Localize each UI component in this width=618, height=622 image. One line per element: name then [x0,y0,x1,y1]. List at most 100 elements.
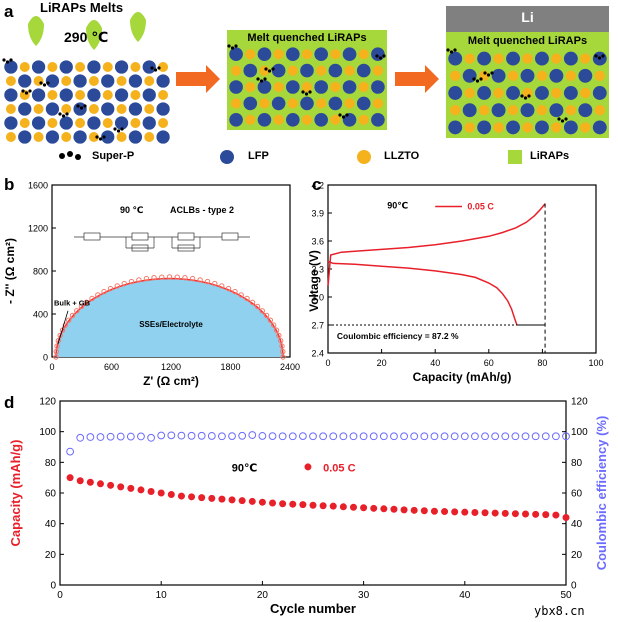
capacity-point [177,492,185,500]
impedance-point [254,303,261,310]
efficiency-point [126,432,135,441]
llzto-particle [580,53,591,64]
super-p-particle [234,44,238,48]
capacity-point [441,508,449,516]
lfp-particle [156,130,170,144]
llzto-particle [33,132,44,142]
x-tick-label: 10 [156,590,168,601]
llzto-particle [5,76,16,86]
impedance-point [197,277,203,283]
super-p-particle [153,68,158,72]
impedance-point [159,274,165,280]
droplet-1 [28,16,44,46]
efficiency-point [501,432,510,441]
right-y-tick-label: 100 [571,427,588,438]
impedance-point [107,285,114,292]
lfp-particle [114,88,129,102]
capacity-point [299,501,307,509]
llzto-particle [47,90,58,100]
super-p-particle [560,119,565,123]
legend-llzto-icon [357,150,371,164]
cycling-chart: 0 10 20 30 40 5002040608010012002040608010012… [8,397,609,617]
impedance-point [89,295,95,302]
lfp-particle [18,74,32,88]
llzto-particle [245,49,256,60]
super-p-particle [21,89,25,93]
llzto-particle [344,65,355,76]
llzto-particle [522,53,533,64]
capacity-point [167,491,175,499]
efficiency-point [491,432,500,441]
llzto-particle [330,114,341,125]
super-p-particle [263,77,267,81]
composite-box-3-bg [446,32,609,138]
llzto-particle [372,98,384,109]
lfp-particle [243,96,258,111]
llzto-particle [358,114,369,125]
llzto-particle [358,81,369,93]
cell-annotation: ACLBs - type 2 [170,205,234,215]
impedance-point [232,288,238,295]
lfp-particle [229,47,243,62]
impedance-point [114,283,120,289]
y-tick-label: 2.4 [311,349,324,359]
y-axis-label: - Z'' (Ω cm²) [3,238,17,304]
llzto-particle [551,53,562,64]
y-tick-label: 60 [45,489,57,500]
lfp-particle [271,63,286,78]
lfp-particle [45,102,60,116]
impedance-point [279,343,285,349]
impedance-point [212,280,218,287]
capacity-point [471,508,479,516]
li-label: Li [521,9,534,25]
efficiency-point [258,432,267,440]
capacity-point [279,500,287,508]
efficiency-point [248,431,257,439]
super-p-particle [39,81,43,85]
x-axis-label: Z' (Ω cm²) [143,374,199,388]
lfp-particle [549,68,564,83]
y-tick-label: 3.3 [311,265,324,275]
lfp-particle [448,120,463,135]
lfp-particle [87,60,101,74]
capacity-point [542,511,550,519]
legend-liraps-icon [508,150,522,164]
impedance-point [276,332,282,339]
right-y-tick-label: 40 [571,519,583,530]
llzto-particle [551,87,562,99]
llzto-particle [61,132,72,142]
llzto-particle [316,65,327,76]
capacity-point [147,487,155,495]
llzto-particle [230,65,242,76]
super-p-particle [594,54,598,58]
li-layer [446,6,609,32]
capacity-point [349,503,357,511]
llzto-particle [450,70,461,82]
lfp-particle [342,80,357,94]
lfp-particle [491,68,506,83]
lfp-particle [342,112,357,127]
llzto-particle [273,81,284,93]
lfp-particle [520,68,535,83]
efficiency-point [430,432,439,441]
super-p-particle [9,58,13,62]
llzto-particle [522,87,533,99]
x-tick-label: 20 [257,590,269,601]
y-tick-label: 4.2 [311,181,324,191]
capacity-point [420,507,428,515]
right-y-tick-label: 80 [571,458,583,469]
bulk-label: Bulk + GB [54,298,91,307]
impedance-point [121,280,127,287]
temperature-annotation: 90 ℃ [120,205,144,215]
super-p-particle [378,56,383,60]
charge-curve [327,203,546,286]
super-p-particle [120,127,124,131]
panel-letter-c: c [312,175,322,194]
super-p-particle [28,89,32,93]
efficiency-point [551,432,560,441]
capacity-point [117,483,125,491]
capacity-point [289,500,297,508]
lfp-particle [87,88,101,102]
x-tick-label: 30 [358,590,370,601]
impedance-point [280,348,286,355]
